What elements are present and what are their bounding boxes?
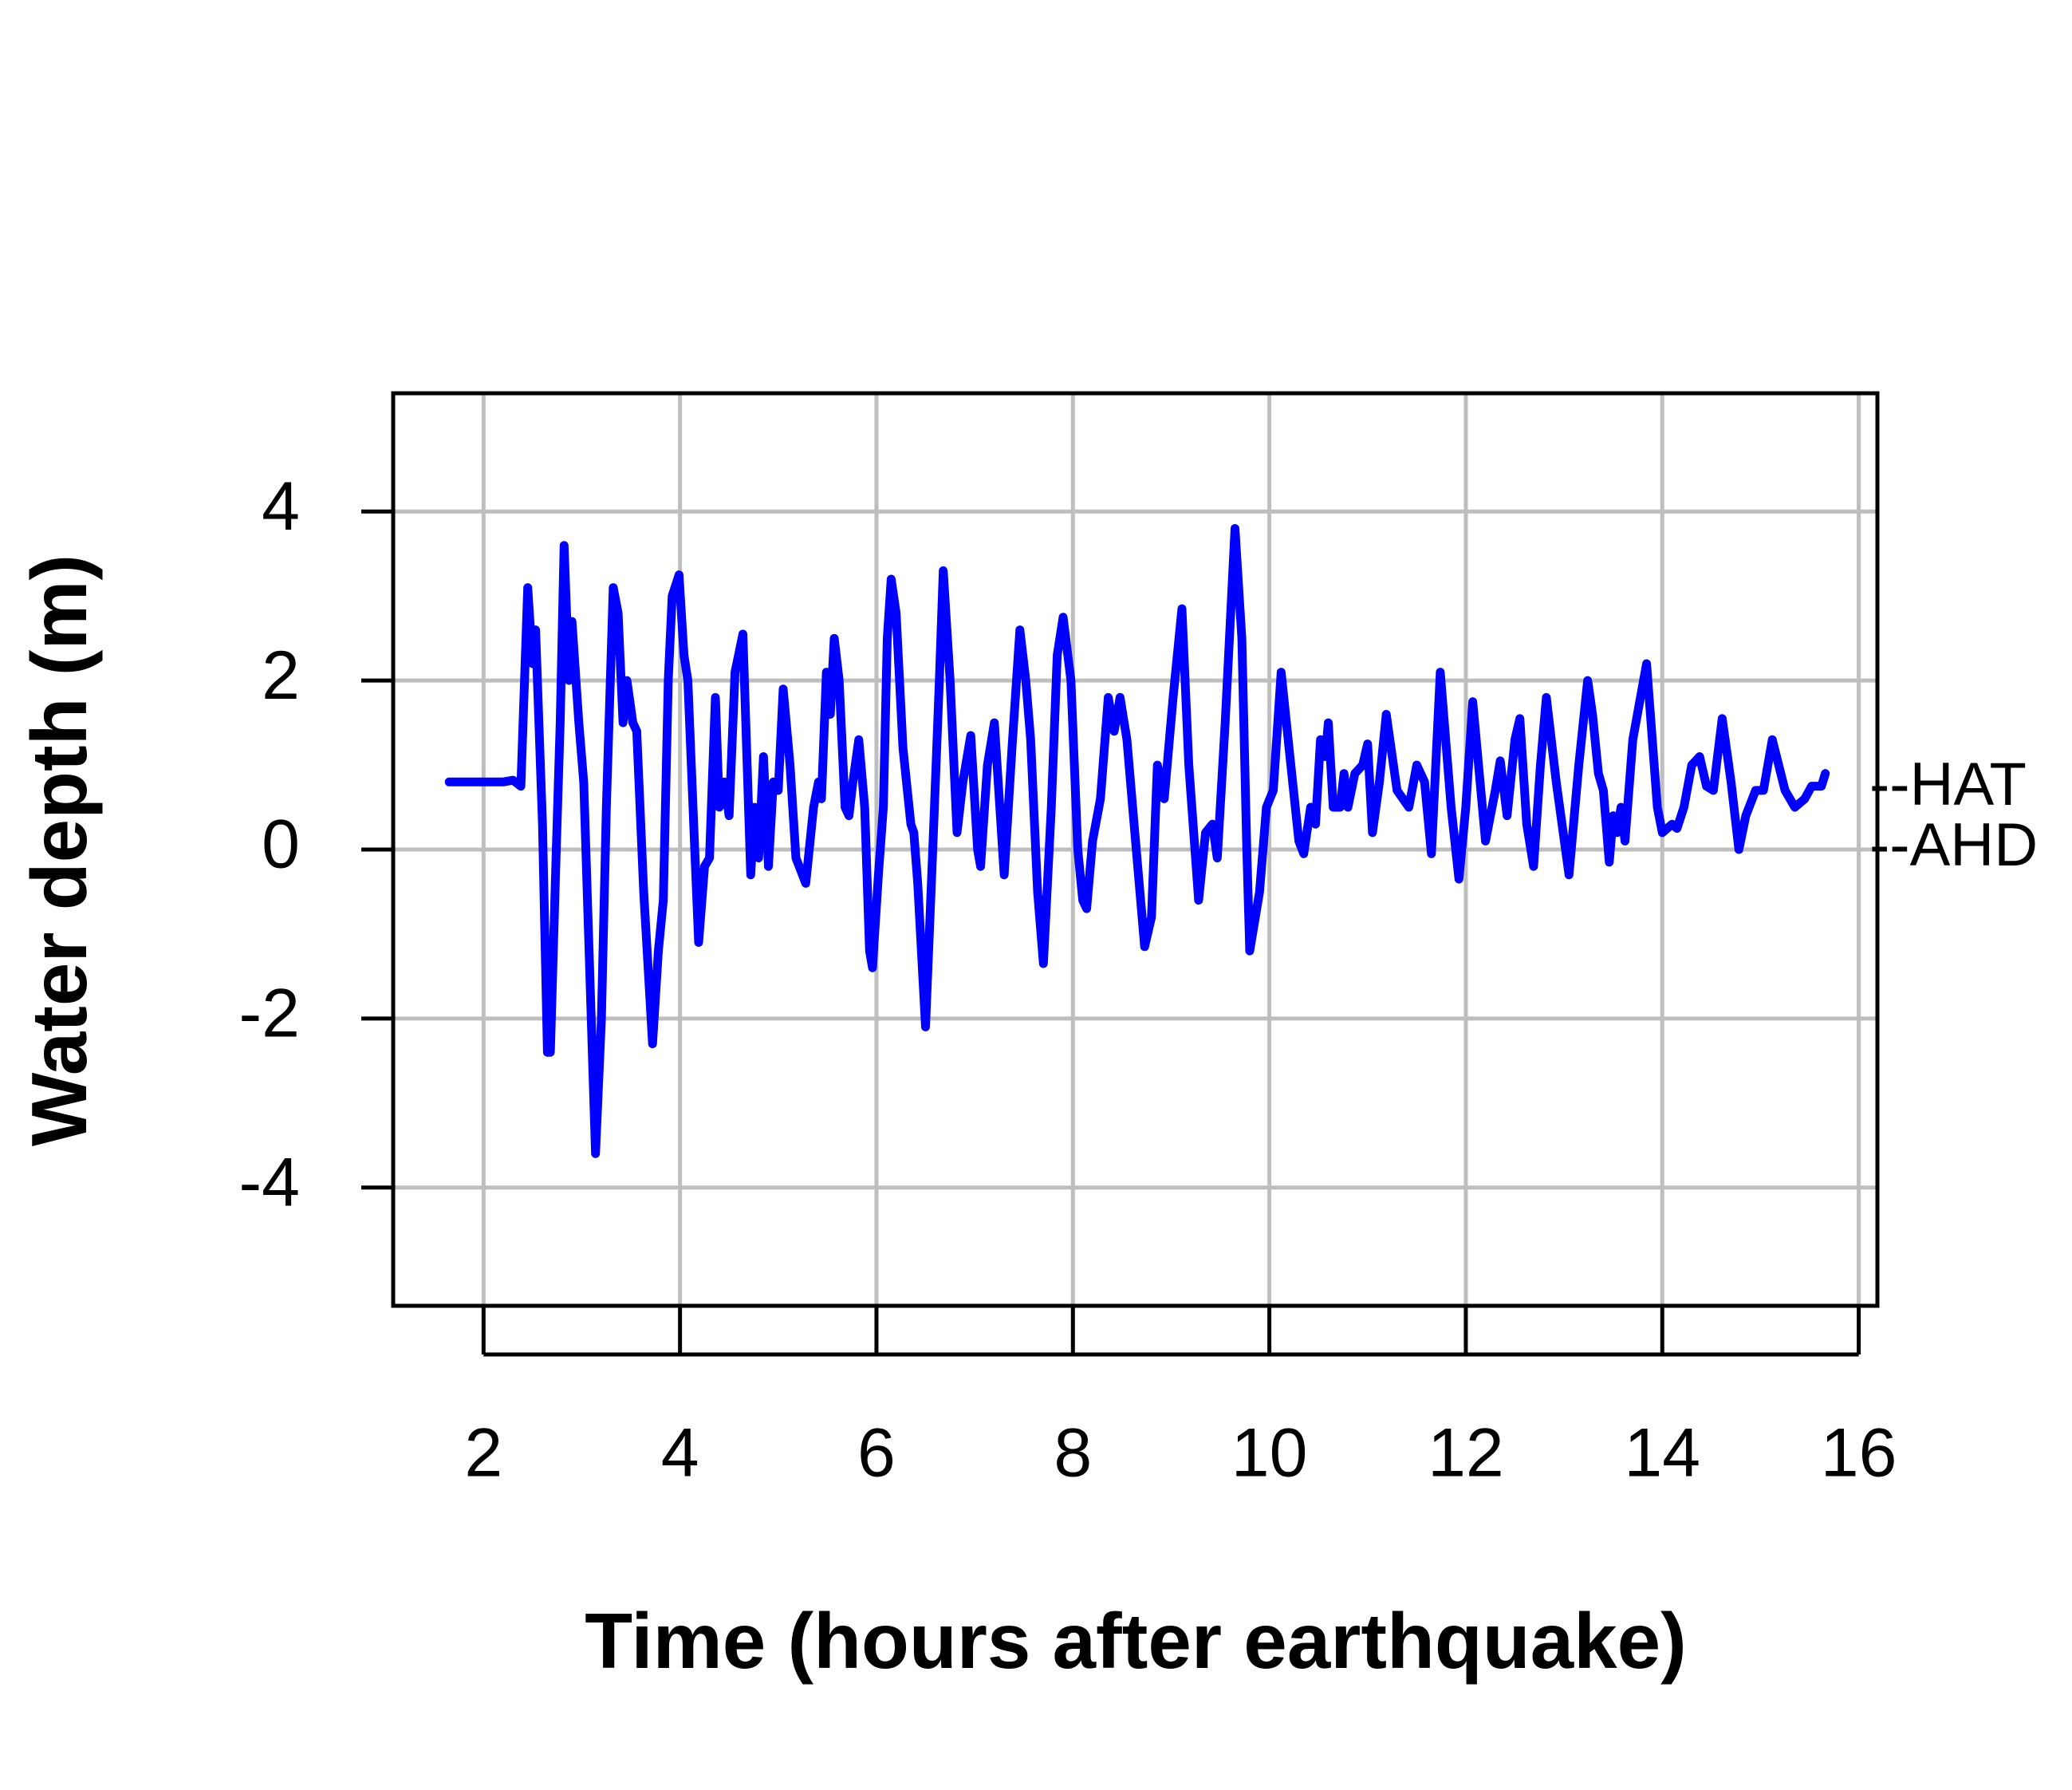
x-tick-label: 10 (1231, 1415, 1308, 1492)
y-axis-label: Water depth (m) (15, 554, 103, 1146)
x-tick-label: 14 (1624, 1415, 1700, 1492)
x-tick-label: 2 (464, 1415, 502, 1492)
y-tick-label: -4 (239, 1144, 300, 1220)
x-tick-label: 12 (1428, 1415, 1504, 1492)
x-tick-label: 4 (661, 1415, 699, 1492)
x-tick-label: 6 (857, 1415, 896, 1492)
annotation: --AHD (1869, 811, 2038, 879)
y-tick-label: 0 (262, 806, 300, 883)
plot-area (444, 524, 1830, 1158)
y-tick-label: -2 (239, 976, 300, 1052)
x-axis-label: Time (hours after earthquake) (585, 1597, 1686, 1685)
x-tick-label: 8 (1054, 1415, 1092, 1492)
x-tick-label: 16 (1821, 1415, 1897, 1492)
y-tick-label: 2 (262, 637, 300, 714)
data-line (444, 524, 1830, 1158)
axes: 2 4 6 8 10 12 14 16 -4 -2 0 2 4 --HAT--AHD (239, 391, 2038, 1492)
y-tick-label: 4 (262, 468, 300, 545)
annotation: --HAT (1869, 751, 2027, 818)
